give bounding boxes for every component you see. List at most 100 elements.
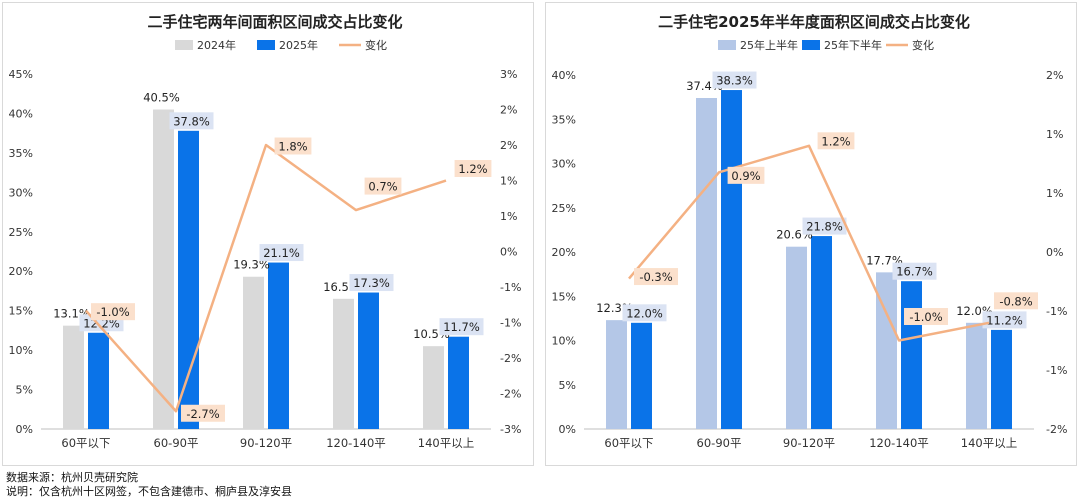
right-bar-label-s1-box-1 <box>712 71 757 89</box>
left-bar-label-s1-box-1 <box>169 112 214 130</box>
left-line-label-box-1 <box>181 404 225 422</box>
data-source-note: 数据来源：杭州贝壳研究院 <box>6 471 138 484</box>
right-bar-label-s1-4: 11.2% <box>986 313 1023 327</box>
right-line-label-box-2 <box>817 132 855 150</box>
right-bar-s1-3 <box>901 281 922 429</box>
right-line-label-0: -0.3% <box>639 270 672 284</box>
left-legend-label-line: 变化 <box>365 38 387 52</box>
right-ytick-5: 25% <box>552 202 576 215</box>
left-bar-label-s1-box-4 <box>439 318 484 336</box>
right-line-label-box-4 <box>994 292 1038 310</box>
right-xtick-1: 60-90平 <box>697 436 742 450</box>
left-line-label-box-0 <box>91 303 135 321</box>
left-bar-s1-0 <box>88 332 109 429</box>
left-bar-label-s1-3: 17.3% <box>353 276 390 290</box>
right-bar-label-s1-0: 12.0% <box>626 306 663 320</box>
left-bar-s1-2 <box>268 262 289 429</box>
left-legend-swatch-1 <box>257 40 275 50</box>
left-y2tick-3: -1% <box>500 317 521 330</box>
left-bar-label-s1-box-2 <box>259 244 304 262</box>
left-bar-s0-0 <box>63 325 84 429</box>
left-y2tick-4: -1% <box>500 281 521 294</box>
right-bar-label-s1-1: 38.3% <box>716 74 753 88</box>
left-ytick-7: 35% <box>9 147 33 160</box>
left-y2tick-6: 1% <box>500 210 517 223</box>
right-chart-title: 二手住宅2025年半年度面积区间成交占比变化 <box>658 13 970 31</box>
left-bar-s0-1 <box>153 109 174 429</box>
right-line-label-box-1 <box>727 166 765 184</box>
right-ytick-3: 15% <box>552 290 576 303</box>
right-bar-label-s1-box-2 <box>802 217 847 235</box>
left-y2tick-2: -2% <box>500 352 521 365</box>
right-bar-s0-3 <box>876 272 897 429</box>
left-bar-s1-3 <box>358 292 379 429</box>
right-bar-s1-0 <box>631 322 652 429</box>
right-xtick-2: 90-120平 <box>783 436 835 450</box>
left-ytick-0: 0% <box>16 423 33 436</box>
right-legend-label-1: 25年下半年 <box>824 38 882 52</box>
left-bar-label-s1-box-3 <box>349 274 394 292</box>
right-ytick-2: 10% <box>552 335 576 348</box>
left-y2tick-5: 0% <box>500 246 517 259</box>
left-line-label-box-3 <box>364 177 402 195</box>
left-y2tick-1: -2% <box>500 388 521 401</box>
left-ytick-3: 15% <box>9 305 33 318</box>
left-bar-label-s0-1: 40.5% <box>143 91 180 105</box>
chart-panel-right: 二手住宅2025年半年度面积区间成交占比变化 25年上半年 25年下半年 变化 0% 5%… <box>545 2 1077 466</box>
right-xtick-3: 120-140平 <box>869 436 929 450</box>
right-legend-label-0: 25年上半年 <box>740 38 798 52</box>
right-bar-s0-1 <box>696 98 717 429</box>
right-line-label-box-0 <box>634 268 678 286</box>
right-ytick-1: 5% <box>559 379 576 392</box>
left-ytick-2: 10% <box>9 344 33 357</box>
left-y2tick-8: 2% <box>500 139 517 152</box>
left-y2tick-0: -3% <box>500 423 521 436</box>
left-bar-s0-4 <box>423 346 444 429</box>
left-ytick-8: 40% <box>9 107 33 120</box>
right-y2tick-3: 0% <box>1046 246 1063 259</box>
right-line-label-3: -1.0% <box>909 310 942 324</box>
left-legend-label-0: 2024年 <box>197 38 236 52</box>
left-y2tick-7: 1% <box>500 175 517 188</box>
left-xtick-2: 90-120平 <box>240 436 292 450</box>
right-xtick-4: 140平以上 <box>961 436 1017 450</box>
left-bar-label-s0-2: 19.3% <box>233 258 270 272</box>
right-y2tick-4: 1% <box>1046 187 1063 200</box>
left-bar-s0-2 <box>243 276 264 429</box>
right-bar-s1-4 <box>991 329 1012 429</box>
chart-right-svg: 二手住宅2025年半年度面积区间成交占比变化 25年上半年 25年下半年 变化 0% 5%… <box>552 13 1068 450</box>
right-bar-label-s1-3: 16.7% <box>896 265 933 279</box>
left-chart-title: 二手住宅两年间面积区间成交占比变化 <box>147 13 402 31</box>
right-y2tick-5: 1% <box>1046 128 1063 141</box>
right-y2tick-0: -2% <box>1046 423 1067 436</box>
right-ytick-8: 40% <box>552 69 576 82</box>
right-bar-s1-2 <box>811 236 832 429</box>
left-ytick-9: 45% <box>9 68 33 81</box>
left-xtick-0: 60平以下 <box>61 436 110 450</box>
left-bar-s0-3 <box>333 298 354 429</box>
left-ytick-6: 30% <box>9 186 33 199</box>
right-bar-s0-4 <box>966 322 987 429</box>
left-legend-swatch-0 <box>175 40 193 50</box>
left-bar-s1-1 <box>178 130 199 430</box>
right-y2tick-2: -1% <box>1046 305 1067 318</box>
left-xtick-3: 120-140平 <box>326 436 386 450</box>
left-xtick-4: 140平以上 <box>418 436 474 450</box>
right-ytick-4: 20% <box>552 246 576 259</box>
left-bar-label-s1-2: 21.1% <box>263 246 300 260</box>
left-legend-label-1: 2025年 <box>279 38 318 52</box>
left-y2tick-10: 3% <box>500 68 517 81</box>
left-ytick-5: 25% <box>9 226 33 239</box>
right-bar-label-s1-box-3 <box>892 262 937 280</box>
right-line-label-1: 0.9% <box>731 169 760 183</box>
right-bar-label-s1-box-4 <box>982 311 1027 329</box>
left-line-label-0: -1.0% <box>96 305 129 319</box>
left-change-line <box>85 143 447 413</box>
right-change-line <box>628 144 990 342</box>
right-ytick-0: 0% <box>559 423 576 436</box>
right-legend-swatch-0 <box>718 40 736 50</box>
left-xtick-1: 60-90平 <box>154 436 199 450</box>
right-y2tick-6: 2% <box>1046 69 1063 82</box>
left-line-label-3: 0.7% <box>368 180 397 194</box>
right-bar-label-s1-2: 21.8% <box>806 220 843 234</box>
